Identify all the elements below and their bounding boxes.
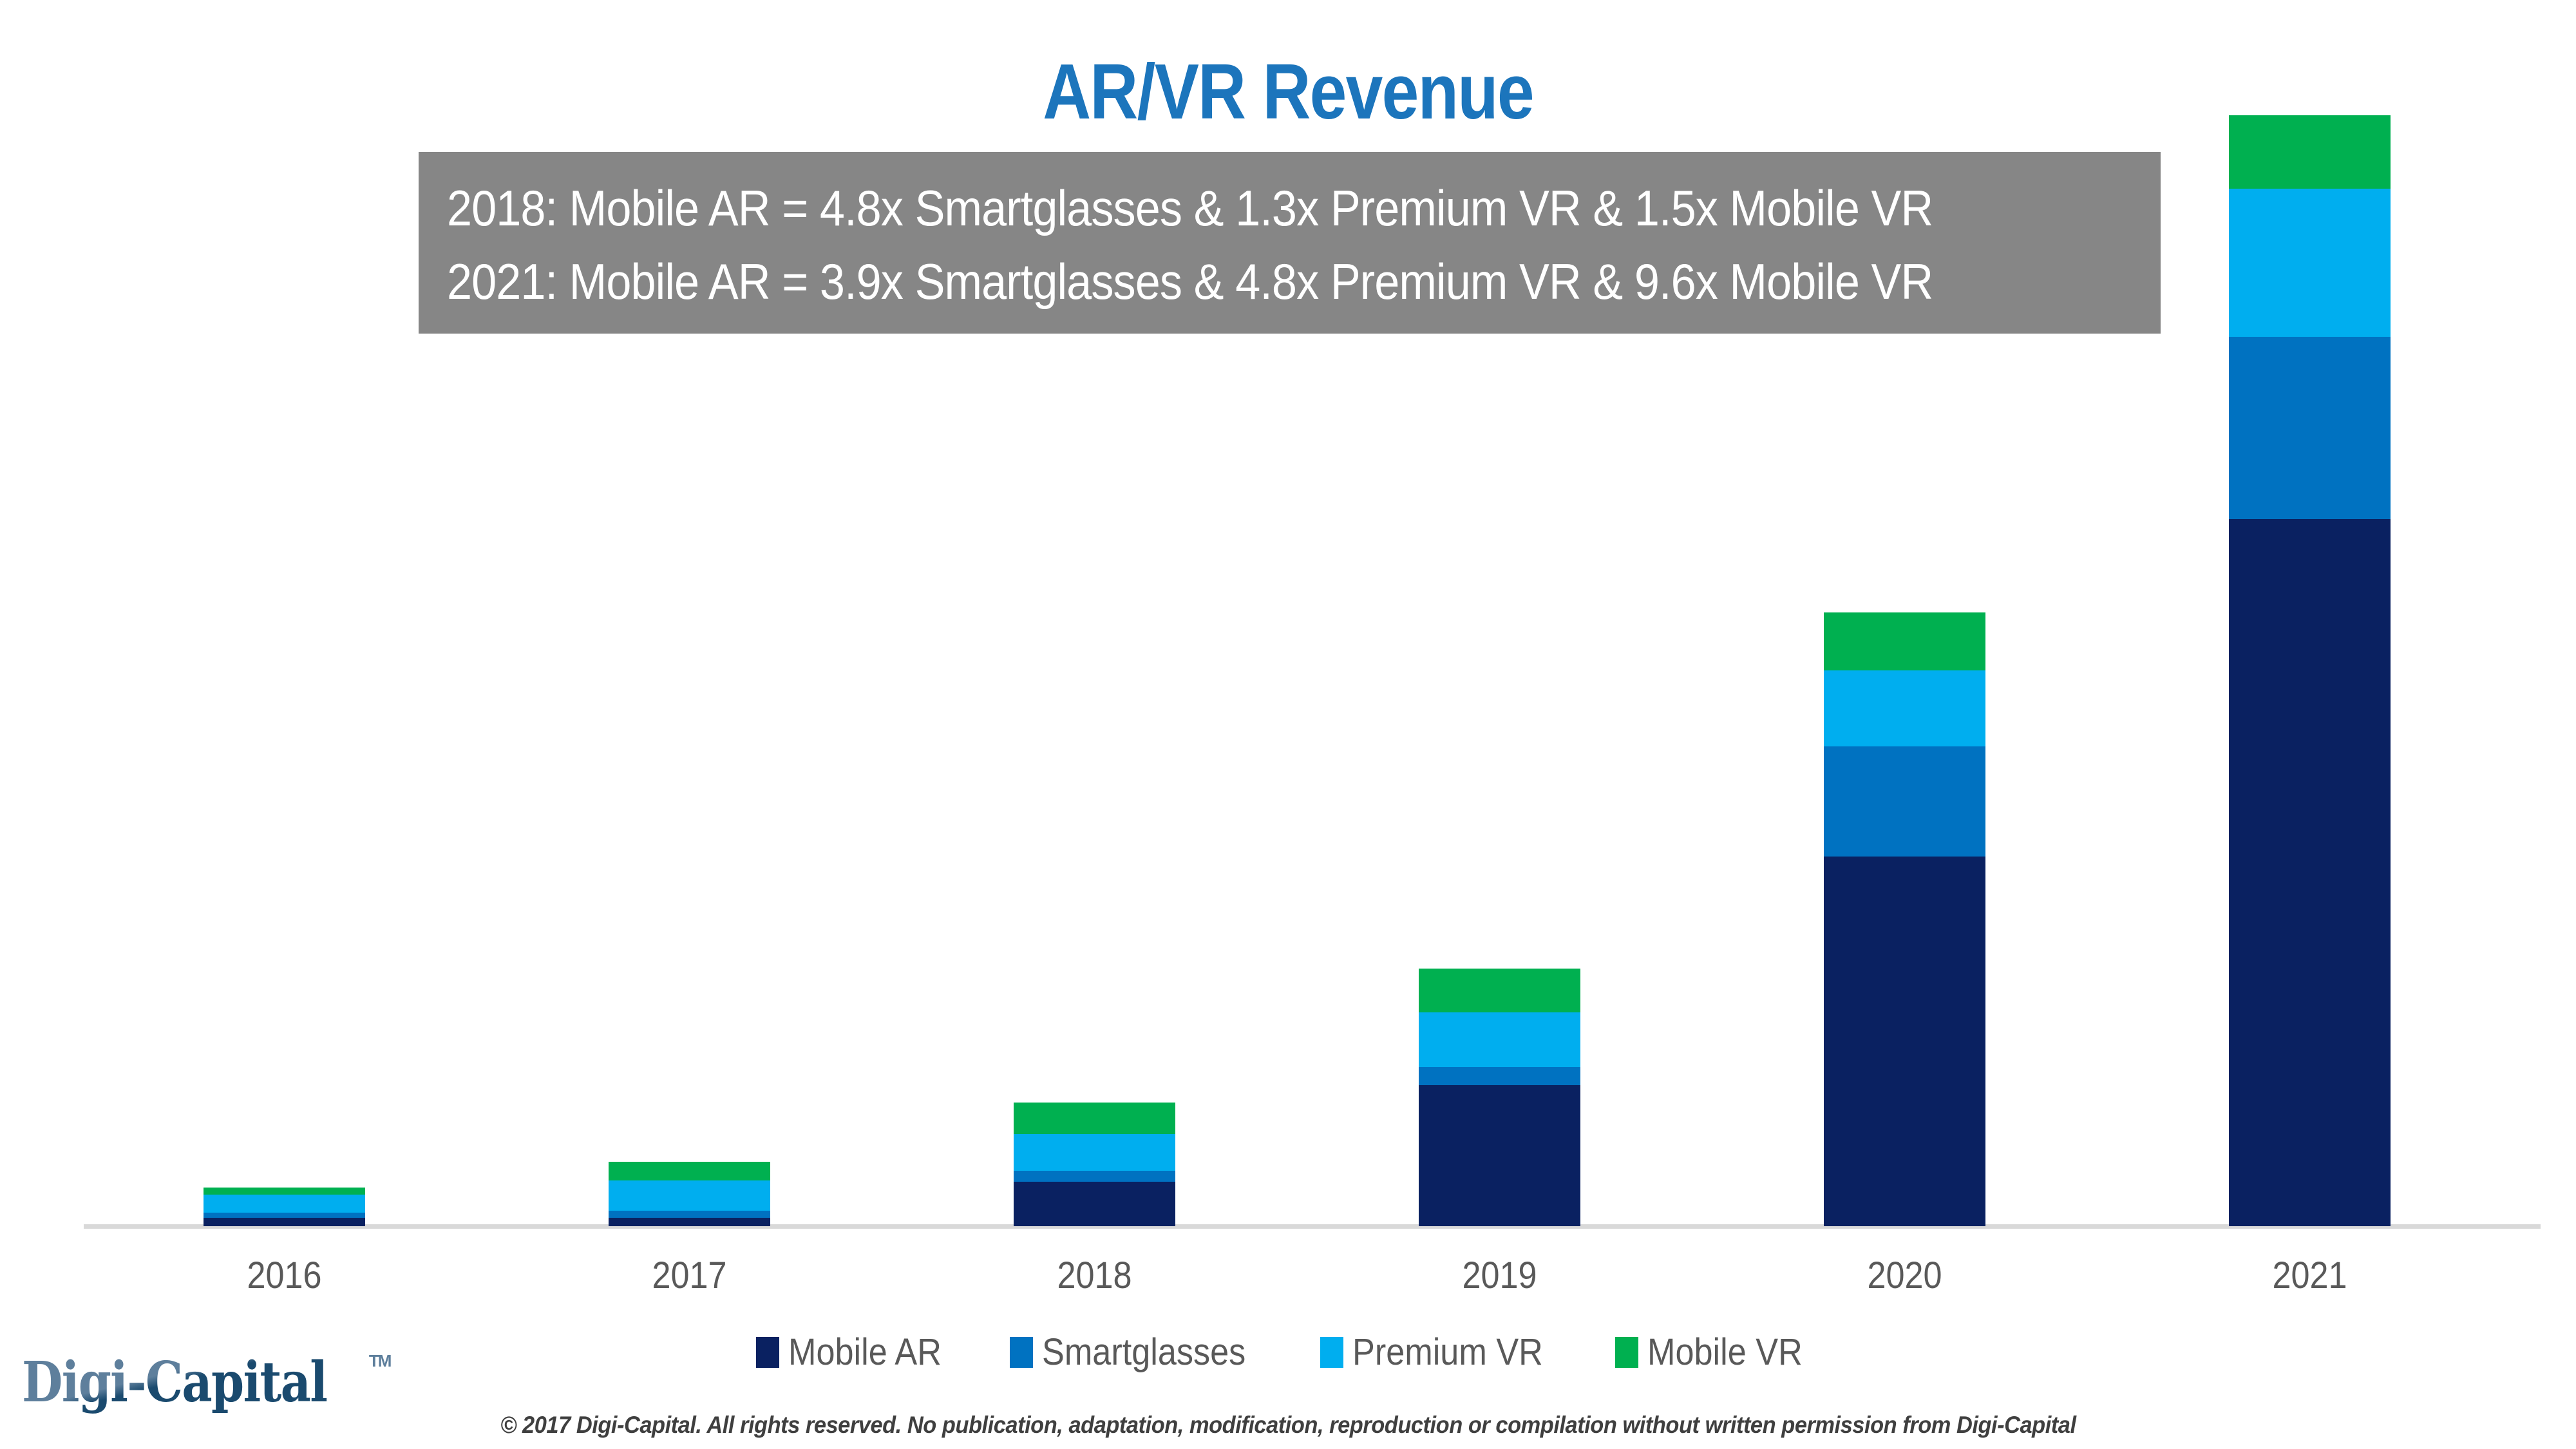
x-axis-label-text: 2019 [1462, 1255, 1537, 1296]
bar-segment-2018-smartglasses [1014, 1171, 1175, 1182]
bar-segment-2017-smartglasses [609, 1211, 770, 1218]
bar-2019 [1419, 969, 1580, 1226]
legend-swatch-icon [1320, 1336, 1343, 1368]
bar-segment-2020-premium-vr [1824, 670, 1985, 746]
bar-segment-2017-mobile-vr [609, 1162, 770, 1180]
bar-segment-2016-mobile-ar [204, 1218, 365, 1226]
logo-trademark: TM [368, 1351, 392, 1370]
legend-label: Premium VR [1352, 1331, 1543, 1373]
bar-segment-2020-smartglasses [1824, 746, 1985, 857]
chart-legend: Mobile AR Smartglasses Premium VR Mobile VR [0, 1331, 2576, 1374]
x-axis-label-2020: 2020 [1824, 1254, 1985, 1297]
chart-title: AR/VR Revenue [0, 46, 2576, 137]
bar-segment-2017-mobile-ar [609, 1218, 770, 1226]
bar-segment-2019-mobile-vr [1419, 969, 1580, 1012]
bar-2021 [2229, 115, 2391, 1226]
copyright-text: © 2017 Digi-Capital. All rights reserved… [500, 1412, 2076, 1438]
x-axis-label-2017: 2017 [609, 1254, 770, 1297]
bar-segment-2020-mobile-ar [1824, 857, 1985, 1226]
bar-segment-2016-premium-vr [204, 1195, 365, 1213]
legend-item-premium-vr: Premium VR [1320, 1331, 1564, 1374]
callout-line-2021-text: 2021: Mobile AR = 3.9x Smartglasses & 4.… [447, 253, 1933, 310]
bar-2018 [1014, 1103, 1175, 1226]
copyright-notice: © 2017 Digi-Capital. All rights reserved… [0, 1412, 2576, 1439]
x-axis-label-text: 2018 [1057, 1255, 1132, 1296]
logo-text: Digi-Capital [22, 1350, 328, 1415]
legend-item-mobile-ar: Mobile AR [756, 1331, 958, 1374]
legend-item-smartglasses: Smartglasses [1010, 1331, 1268, 1374]
bar-segment-2017-premium-vr [609, 1180, 770, 1211]
bar-segment-2021-premium-vr [2229, 189, 2391, 337]
x-axis-line [84, 1224, 2541, 1229]
bar-segment-2018-mobile-ar [1014, 1182, 1175, 1226]
x-axis-label-2019: 2019 [1419, 1254, 1580, 1297]
legend-swatch-icon [1010, 1336, 1034, 1368]
x-axis-label-text: 2016 [247, 1255, 322, 1296]
bar-segment-2018-premium-vr [1014, 1134, 1175, 1171]
callout-line-2018-text: 2018: Mobile AR = 4.8x Smartglasses & 1.… [447, 180, 1933, 236]
bar-2016 [204, 1188, 365, 1226]
legend-label: Mobile AR [788, 1331, 942, 1373]
callout-line-2021: 2021: Mobile AR = 3.9x Smartglasses & 4.… [447, 245, 2161, 318]
bar-2017 [609, 1162, 770, 1226]
bar-segment-2021-mobile-vr [2229, 115, 2391, 189]
bar-segment-2021-smartglasses [2229, 337, 2391, 519]
legend-label: Mobile VR [1647, 1331, 1803, 1373]
bar-segment-2021-mobile-ar [2229, 519, 2391, 1226]
chart-title-text: AR/VR Revenue [1043, 48, 1534, 135]
plot-area: 2016 2017 2018 2019 2020 2021 [84, 109, 2544, 1296]
x-axis-label-2018: 2018 [1014, 1254, 1175, 1297]
legend-label: Smartglasses [1042, 1331, 1246, 1373]
legend-swatch-icon [756, 1336, 780, 1368]
bar-segment-2016-smartglasses [204, 1213, 365, 1218]
x-axis-label-2016: 2016 [204, 1254, 365, 1297]
digi-capital-logo: Digi-Capital TM [22, 1350, 392, 1415]
x-axis-label-2021: 2021 [2229, 1254, 2391, 1297]
legend-item-mobile-vr: Mobile VR [1615, 1331, 1820, 1374]
bar-segment-2019-mobile-ar [1419, 1085, 1580, 1226]
bar-segment-2020-mobile-vr [1824, 612, 1985, 670]
bar-2020 [1824, 612, 1985, 1226]
callout-line-2018: 2018: Mobile AR = 4.8x Smartglasses & 1.… [447, 171, 2161, 245]
x-axis-label-text: 2017 [652, 1255, 727, 1296]
bar-segment-2019-premium-vr [1419, 1012, 1580, 1067]
bar-segment-2018-mobile-vr [1014, 1103, 1175, 1134]
x-axis-label-text: 2020 [1867, 1255, 1942, 1296]
legend-swatch-icon [1615, 1336, 1639, 1368]
callout-box: 2018: Mobile AR = 4.8x Smartglasses & 1.… [419, 152, 2161, 334]
bar-segment-2019-smartglasses [1419, 1067, 1580, 1085]
x-axis-label-text: 2021 [2272, 1255, 2347, 1296]
bar-segment-2016-mobile-vr [204, 1188, 365, 1195]
